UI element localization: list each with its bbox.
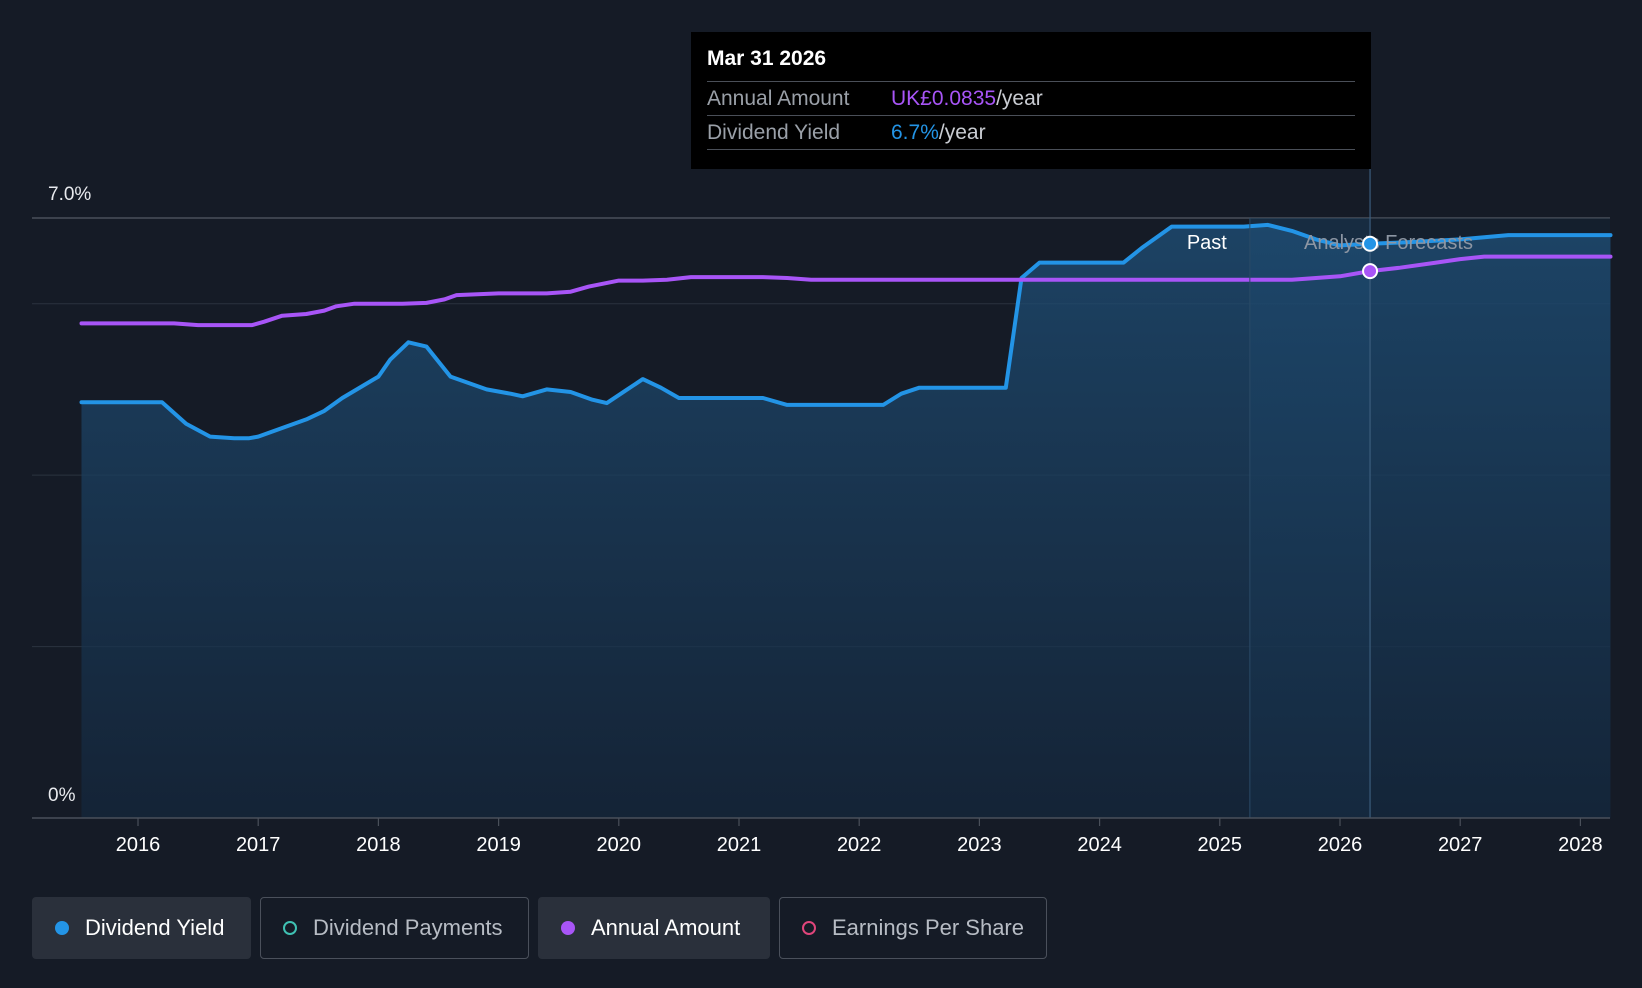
tooltip-annual-amount-row: Annual Amount UK£0.0835 /year [707, 82, 1355, 116]
hollow-dot-icon [283, 921, 297, 935]
x-tick-label: 2017 [236, 834, 281, 856]
annual-amount-line [79, 254, 1613, 328]
legend-toggle-dividend-payments[interactable]: Dividend Payments [260, 897, 529, 959]
chart-legend: Dividend Yield Dividend Payments Annual Am… [32, 897, 1056, 961]
x-tick-label: 2019 [476, 834, 521, 856]
x-tick-label: 2018 [356, 834, 401, 856]
tooltip-dividend-yield-label: Dividend Yield [707, 121, 841, 144]
legend-label: Dividend Yield [85, 915, 225, 940]
tooltip-dividend-yield-unit: /year [938, 121, 986, 144]
filled-dot-icon [561, 921, 575, 935]
x-tick-label: 2023 [957, 834, 1002, 856]
legend-label: Annual Amount [591, 915, 741, 940]
chart-svg[interactable]: 7.0% 0% Past Analysts Forecasts 2016 2017 2018… [0, 0, 1642, 870]
past-label: Past [1187, 232, 1227, 254]
hover-tooltip: Mar 31 2026 Annual Amount UK£0.0835 /yea… [691, 32, 1371, 169]
tooltip-dividend-yield-value: 6.7% [891, 121, 939, 144]
x-tick-label: 2028 [1558, 834, 1603, 856]
dividend-yield-hover-point [1362, 235, 1379, 252]
dividend-chart[interactable]: 7.0% 0% Past Analysts Forecasts 2016 2017 2018… [0, 0, 1642, 870]
legend-label: Dividend Payments [313, 915, 503, 940]
filled-dot-icon [55, 921, 69, 935]
annual-amount-hover-point [1362, 263, 1379, 280]
legend-toggle-dividend-yield[interactable]: Dividend Yield [32, 897, 251, 959]
legend-toggle-earnings-per-share[interactable]: Earnings Per Share [779, 897, 1047, 959]
tooltip-annual-amount-unit: /year [996, 87, 1043, 110]
tooltip-dividend-yield-row: Dividend Yield 6.7% /year [707, 116, 1355, 150]
x-tick-label: 2021 [717, 834, 762, 856]
dividend-yield-area [81, 224, 1611, 818]
dividend-yield-line [79, 222, 1613, 441]
tooltip-date: Mar 31 2026 [707, 47, 1355, 82]
y-axis-label-top: 7.0% [48, 184, 91, 205]
x-tick-label: 2022 [837, 834, 882, 856]
tooltip-annual-amount-label: Annual Amount [707, 87, 850, 110]
hollow-dot-icon [802, 921, 816, 935]
x-tick-label: 2016 [116, 834, 161, 856]
x-tick-label: 2026 [1318, 834, 1363, 856]
x-tick-label: 2027 [1438, 834, 1483, 856]
analysts-forecasts-label: Analysts Forecasts [1304, 232, 1473, 254]
legend-toggle-annual-amount[interactable]: Annual Amount [538, 897, 770, 959]
x-tick-label: 2025 [1198, 834, 1243, 856]
y-axis-label-bottom: 0% [48, 785, 76, 806]
legend-label: Earnings Per Share [832, 915, 1024, 940]
x-tick-label: 2024 [1077, 834, 1122, 856]
x-tick-label: 2020 [597, 834, 642, 856]
tooltip-annual-amount-value: UK£0.0835 [891, 87, 997, 110]
